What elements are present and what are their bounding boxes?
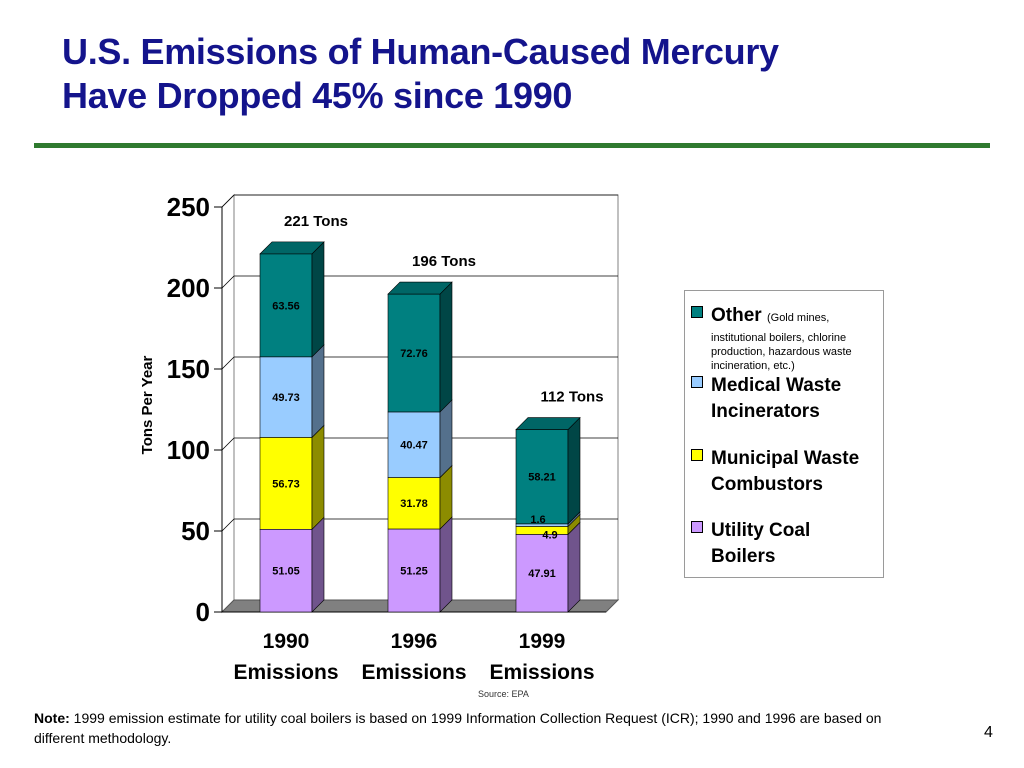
bar-value-label: 51.05 (272, 566, 300, 578)
legend-label-coal-2: Boilers (711, 546, 776, 567)
gridline-side (221, 194, 235, 208)
bar-value-label: 63.56 (272, 300, 300, 312)
bar-segment (515, 429, 569, 525)
bar-segment (259, 437, 313, 530)
legend-swatch-medical (691, 376, 703, 388)
bar-value-label: 72.76 (400, 348, 428, 360)
x-tick-label: 1990 (263, 630, 310, 653)
bar-segment (387, 477, 441, 530)
bar-total-label: 196 Tons (412, 253, 476, 270)
legend-swatch-coal (691, 521, 703, 533)
bar-value-label: 58.21 (528, 472, 556, 484)
bar-side (311, 241, 325, 358)
bar-value-label: 1.6 (530, 514, 545, 526)
x-tick-label: Emissions (361, 661, 466, 684)
legend-label-coal-1: Utility Coal (711, 520, 811, 541)
bar-value-label: 49.73 (272, 392, 300, 404)
bar-side (311, 424, 325, 531)
chart-legend: Other (Gold mines, institutional boilers… (684, 290, 884, 578)
bar-segment (515, 534, 569, 613)
bar-value-label: 4.9 (542, 529, 557, 541)
bar-group (259, 241, 581, 613)
bar-value-label: 56.73 (272, 478, 300, 490)
bar-side (439, 399, 453, 479)
x-tick-label: 1996 (391, 630, 438, 653)
bar-side (439, 516, 453, 613)
bar-top (387, 281, 453, 295)
total-labels: 221 Tons 196 Tons 112 Tons (284, 213, 604, 406)
gridline-side (221, 518, 235, 532)
legend-swatch-other (691, 306, 703, 318)
bar-segment (259, 528, 313, 613)
y-tick-label: 250 (167, 192, 210, 222)
footnote: Note: 1999 emission estimate for utility… (34, 708, 934, 748)
legend-label-other: Other (711, 305, 762, 326)
bar-side (311, 516, 325, 613)
bar-side (311, 344, 325, 439)
footnote-label: Note: (34, 710, 70, 726)
legend-label-municipal-2: Combustors (711, 474, 823, 495)
legend-label-medical-1: Medical Waste (711, 375, 842, 396)
legend-label-municipal-1: Municipal Waste (711, 448, 860, 469)
bar-segment (387, 411, 441, 478)
bar-side (567, 521, 581, 613)
legend-note-other-inline: (Gold mines, (766, 312, 830, 324)
gridline-side (221, 437, 235, 451)
gridline-side (221, 275, 235, 289)
bar-total-label: 112 Tons (540, 389, 603, 406)
bar-top (515, 417, 581, 430)
legend-swatch-municipal (691, 449, 703, 461)
bar-segment (259, 356, 313, 438)
footnote-text: 1999 emission estimate for utility coal … (34, 710, 882, 746)
source-note: Source: EPA (478, 689, 529, 699)
x-axis-labels: 1990 Emissions 1996 Emissions 1999 Emissions (233, 630, 594, 684)
bar-value-label: 51.25 (400, 565, 428, 577)
x-tick-label: Emissions (233, 661, 338, 684)
y-axis-ticks: 0 50 100 150 200 250 (167, 192, 222, 627)
x-tick-label: Emissions (489, 661, 594, 684)
title-line-1: U.S. Emissions of Human-Caused Mercury (62, 31, 779, 72)
y-tick-label: 150 (167, 354, 210, 384)
y-tick-label: 200 (167, 273, 210, 303)
y-tick-label: 100 (167, 435, 210, 465)
stacked-bar-chart: 0 50 100 150 200 250 51.05 56.73 49.73 63.56 51.2… (139, 192, 620, 684)
page-number: 4 (984, 724, 993, 741)
gridline-side (221, 356, 235, 370)
y-tick-label: 0 (196, 597, 210, 627)
bar-side (439, 281, 453, 413)
x-tick-label: 1999 (519, 630, 566, 653)
slide-title: U.S. Emissions of Human-Caused Mercury H… (62, 30, 962, 118)
bar-segment (387, 293, 441, 413)
title-line-2: Have Dropped 45% since 1990 (62, 75, 573, 116)
title-divider (34, 143, 990, 148)
y-tick-label: 50 (181, 516, 210, 546)
data-labels: 51.05 56.73 49.73 63.56 51.25 31.78 40.47 72.76… (272, 300, 557, 580)
bar-top (259, 241, 325, 255)
y-axis-title: Tons Per Year (139, 356, 156, 455)
legend-note-other: institutional boilers, chlorine producti… (711, 332, 852, 372)
bar-side (567, 416, 581, 525)
bar-total-label: 221 Tons (284, 213, 348, 230)
legend-label-medical-2: Incinerators (711, 401, 820, 422)
bar-value-label: 47.91 (528, 568, 556, 580)
bar-value-label: 31.78 (400, 498, 428, 510)
bar-value-label: 40.47 (400, 440, 428, 452)
chart-side-wall (221, 193, 235, 614)
bar-segment (259, 253, 313, 358)
